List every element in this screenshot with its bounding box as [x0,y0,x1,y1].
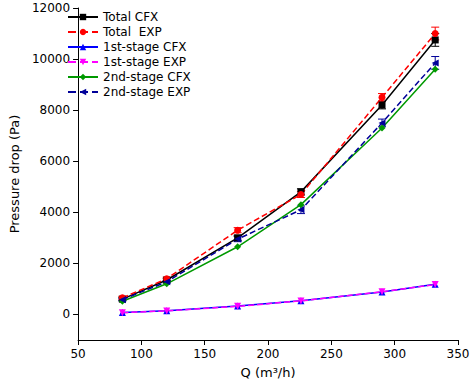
svg-text:1st-stage CFX: 1st-stage CFX [103,40,187,54]
svg-text:8000: 8000 [40,103,71,117]
svg-text:Total CFX: Total CFX [102,10,158,24]
svg-text:250: 250 [320,347,343,361]
svg-text:1st-stage EXP: 1st-stage EXP [103,55,186,69]
svg-text:350: 350 [447,347,470,361]
svg-text:100: 100 [130,347,153,361]
svg-text:12000: 12000 [32,1,70,15]
svg-text:2000: 2000 [40,256,71,270]
svg-text:Pressure drop (Pa): Pressure drop (Pa) [7,115,22,234]
svg-text:200: 200 [257,347,280,361]
svg-text:300: 300 [383,347,406,361]
svg-text:50: 50 [70,347,85,361]
svg-text:Total EXP: Total EXP [102,25,162,39]
svg-text:4000: 4000 [40,205,71,219]
svg-text:2nd-stage CFX: 2nd-stage CFX [103,70,191,84]
svg-text:150: 150 [193,347,216,361]
svg-text:0: 0 [62,307,70,321]
svg-text:2nd-stage EXP: 2nd-stage EXP [103,85,190,99]
svg-text:Q (m³/h): Q (m³/h) [241,365,296,380]
svg-text:10000: 10000 [32,52,70,66]
svg-text:6000: 6000 [40,154,71,168]
